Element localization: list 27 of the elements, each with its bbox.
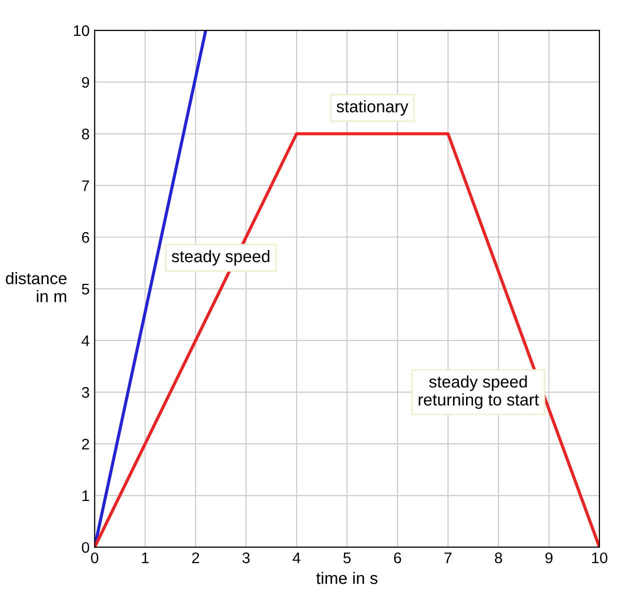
y-tick-label: 6: [82, 232, 90, 243]
x-tick-label: 2: [192, 552, 200, 564]
x-axis-title: time in s: [316, 572, 378, 584]
x-tick-label: 10: [592, 552, 608, 564]
x-tick-label: 8: [494, 552, 502, 564]
annotation: stationary: [336, 100, 408, 116]
y-tick-label: 5: [82, 284, 90, 294]
y-tick-label: 2: [82, 438, 90, 450]
annotation: steady speed returning to start: [418, 375, 539, 409]
x-tick-label: 5: [343, 552, 351, 564]
x-tick-label: 4: [292, 552, 300, 564]
y-tick-label: 3: [82, 387, 90, 398]
y-tick-label: 9: [82, 76, 90, 88]
y-tick-label: 10: [74, 25, 90, 36]
y-tick-label: 8: [82, 128, 90, 140]
y-tick-label: 4: [82, 336, 90, 346]
x-tick-label: 7: [444, 552, 452, 564]
y-tick-label: 1: [82, 490, 90, 502]
y-axis-title: distance in m: [6, 272, 67, 302]
x-tick-label: 1: [142, 552, 149, 564]
x-tick-label: 9: [545, 552, 552, 564]
y-tick-label: 7: [82, 180, 90, 191]
x-tick-label: 3: [242, 552, 250, 564]
y-tick-label: 0: [82, 542, 90, 553]
x-tick-label: 6: [394, 552, 402, 564]
x-tick-label: 0: [91, 552, 98, 564]
annotation: steady speed: [172, 250, 270, 266]
